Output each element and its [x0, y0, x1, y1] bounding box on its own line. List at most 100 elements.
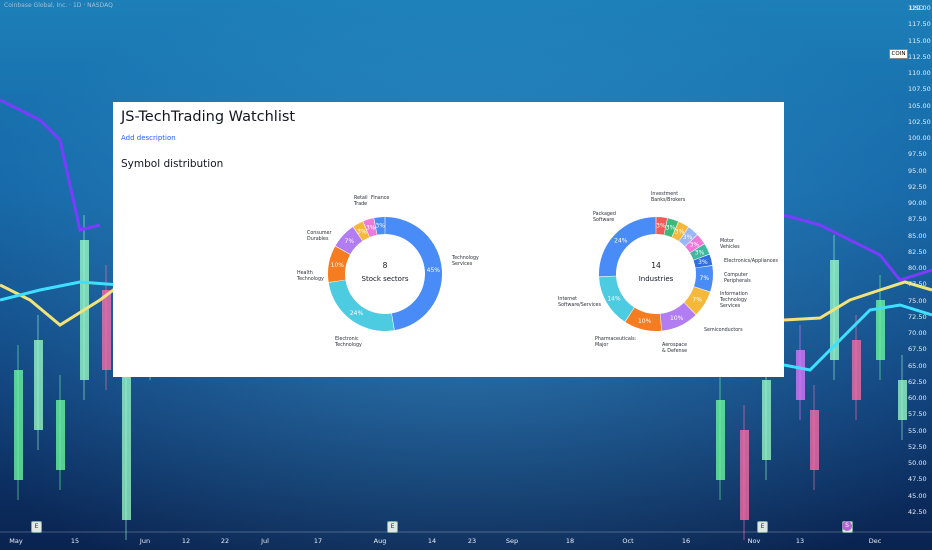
price-tick-label: 105.00	[908, 101, 931, 110]
price-tick-label: 55.00	[908, 426, 927, 435]
donut-slice[interactable]	[363, 218, 377, 238]
slice-percent-label: 3%	[698, 259, 708, 266]
slice-percent-label: 7%	[692, 297, 702, 304]
donut-slice[interactable]	[664, 218, 679, 238]
price-tick-label: 80.00	[908, 264, 927, 272]
symbol-header: Coinbase Global, Inc. · 1D · NASDAQ	[4, 2, 113, 9]
time-tick-label: Jul	[261, 537, 269, 545]
donut-slice[interactable]	[685, 234, 705, 253]
moving-average-line	[0, 98, 101, 232]
slice-percent-label: 24%	[614, 238, 628, 245]
donut-slice[interactable]	[679, 227, 698, 247]
price-tick-label: 112.50	[908, 52, 931, 61]
donut-slice[interactable]	[599, 276, 635, 322]
price-tick-label: 120.00	[908, 4, 931, 12]
candle	[876, 300, 885, 360]
time-axis[interactable]: May 15 Jun 12 22 Jul 17 Aug 14 23 Sep 18 Oct 16 Nov 13 D…	[0, 533, 932, 550]
time-tick-label: 22	[220, 537, 230, 545]
slice-percent-label: 3%	[375, 223, 385, 230]
time-tick-label: 18	[565, 537, 575, 545]
slice-category-label: Health Technology	[296, 270, 324, 282]
currency-label: USD	[910, 4, 924, 12]
price-tick-label: 60.00	[908, 394, 927, 402]
candle	[122, 330, 131, 520]
candle	[796, 350, 805, 400]
add-description-link[interactable]: Add description	[121, 134, 176, 142]
donut-slice[interactable]	[353, 221, 370, 241]
sector-donut-chart[interactable]: 45% Technology Services 24% Electronic Techno…	[113, 102, 784, 377]
slice-category-label: Computer Peripherals	[724, 272, 751, 284]
time-tick-label: Oct	[622, 537, 634, 545]
time-tick-label: May	[9, 537, 23, 545]
slice-percent-label: 45%	[427, 267, 441, 274]
price-tick-label: 82.50	[908, 247, 927, 256]
price-tick-label: 52.50	[908, 442, 927, 451]
donut-slice[interactable]	[328, 246, 351, 283]
price-tick-label: 70.00	[908, 329, 927, 337]
price-tick-label: 115.00	[908, 36, 931, 45]
price-tick-label: 117.50	[908, 20, 931, 29]
slice-category-label: Internet Software/Services	[558, 296, 601, 308]
donut-slice[interactable]	[671, 221, 689, 242]
donut-slice[interactable]	[693, 254, 713, 268]
candle	[898, 380, 907, 420]
slice-percent-label: 7%	[700, 275, 710, 282]
price-tick-label: 77.50	[908, 280, 927, 289]
price-tick-label: 50.00	[908, 459, 927, 467]
symbol-distribution-heading: Symbol distribution	[121, 158, 224, 170]
price-axis[interactable]: 120.00 117.50 115.00 112.50 110.00 107.50 105.…	[902, 0, 932, 530]
slice-percent-label: 24%	[350, 310, 364, 317]
time-tick-label: Dec	[868, 537, 882, 545]
donut-slice[interactable]	[690, 244, 710, 260]
candle	[810, 410, 819, 470]
donut-slice[interactable]	[660, 302, 696, 331]
price-tick-label: 67.50	[908, 345, 927, 354]
time-tick-label: 15	[70, 537, 80, 545]
slice-percent-label: 3%	[690, 241, 700, 248]
price-tick-label: 85.00	[908, 231, 927, 240]
split-event-icon[interactable]: S	[842, 521, 852, 531]
price-tick-label: 42.50	[908, 507, 927, 516]
candle	[34, 340, 43, 430]
donut-slice[interactable]	[625, 307, 662, 331]
price-tick-label: 110.00	[908, 69, 931, 77]
time-tick-label: 17	[313, 537, 323, 545]
slice-category-label: Electronic Technology	[334, 336, 362, 348]
earnings-event-icon[interactable]: E	[387, 521, 398, 533]
donut-slice[interactable]	[694, 265, 713, 292]
moving-average-line	[783, 213, 932, 282]
candle	[740, 430, 749, 520]
moving-average-line	[0, 280, 121, 302]
slice-percent-label: 7%	[345, 238, 355, 245]
earnings-event-icon[interactable]: E	[31, 521, 42, 533]
watchlist-title: JS-TechTrading Watchlist	[121, 109, 296, 125]
donut-slice[interactable]	[656, 217, 668, 235]
donut-slice[interactable]	[374, 217, 385, 235]
slice-category-label: Semiconductors	[704, 327, 743, 333]
price-tick-label: 75.00	[908, 296, 927, 305]
earnings-event-icon[interactable]: E	[757, 521, 768, 533]
slice-category-label: Technology Services	[451, 255, 479, 267]
slice-percent-label: 3%	[683, 234, 693, 241]
price-tick-label: 45.00	[908, 491, 927, 500]
slice-category-label: Electronics/Appliances	[724, 258, 778, 264]
time-tick-label: Sep	[505, 537, 519, 545]
donut-slice[interactable]	[328, 280, 395, 331]
time-tick-label: 16	[681, 537, 691, 545]
price-tick-label: 72.50	[908, 312, 927, 321]
donut-slice[interactable]	[684, 286, 710, 315]
slice-percent-label: 3%	[656, 223, 666, 230]
donut-slice[interactable]	[335, 226, 363, 255]
time-tick-label: Aug	[373, 537, 387, 545]
time-tick-label: 14	[427, 537, 437, 545]
donut-slice[interactable]	[599, 217, 656, 277]
donut-center-label: Industries	[639, 275, 674, 283]
candle	[716, 400, 725, 480]
slice-category-label: Pharmaceuticals: Major	[595, 336, 637, 348]
price-tick-label: 92.50	[908, 182, 927, 191]
candle	[102, 290, 111, 370]
candle	[14, 370, 23, 480]
slice-category-label: Packaged Software	[593, 211, 616, 223]
donut-slice[interactable]	[385, 217, 443, 331]
